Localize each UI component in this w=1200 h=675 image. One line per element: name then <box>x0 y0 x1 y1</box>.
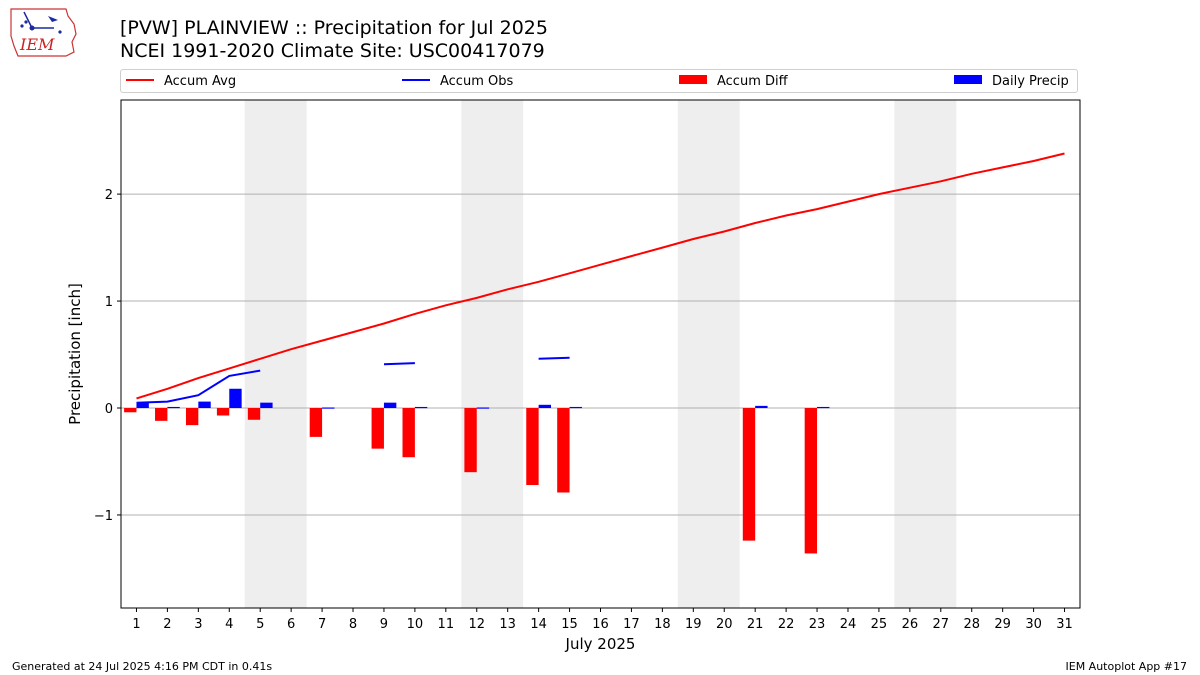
legend-label-accum-avg: Accum Avg <box>164 74 237 89</box>
chart-title: [PVW] PLAINVIEW :: Precipitation for Jul… <box>120 17 548 39</box>
legend-label-daily-precip: Daily Precip <box>992 74 1069 89</box>
legend-item-accum-avg: Accum Avg <box>126 74 236 90</box>
daily-precip-bar-day-14 <box>538 404 552 409</box>
daily-precip-bar-day-5 <box>260 402 273 409</box>
x-tick-label-14: 14 <box>530 617 547 632</box>
accum-avg-line <box>136 152 1065 400</box>
legend-item-accum-diff: Accum Diff <box>679 74 788 90</box>
daily-precip-bar-day-3 <box>198 401 211 409</box>
x-tick-label-8: 8 <box>349 617 357 632</box>
x-tick-label-10: 10 <box>407 617 424 632</box>
daily-precip-bar-day-15 <box>569 406 582 409</box>
x-tick-label-30: 30 <box>1025 617 1042 632</box>
y-axis-label: Precipitation [inch] <box>66 283 84 425</box>
accum-diff-bar-day-14 <box>526 408 539 486</box>
daily-precip-bar-day-21 <box>755 405 768 409</box>
chart-subtitle: NCEI 1991-2020 Climate Site: USC00417079 <box>120 40 545 62</box>
legend-label-accum-diff: Accum Diff <box>717 74 788 89</box>
x-tick-label-31: 31 <box>1056 617 1073 632</box>
daily-precip-bar-day-2 <box>167 406 180 409</box>
weekend-shade-2 <box>677 100 740 608</box>
x-tick-label-26: 26 <box>902 617 919 632</box>
logo-text: IEM <box>19 35 55 54</box>
x-tick-label-18: 18 <box>654 617 671 632</box>
x-tick-label-28: 28 <box>963 617 980 632</box>
series-lines <box>136 152 1065 404</box>
legend-item-accum-obs: Accum Obs <box>402 74 513 90</box>
daily-precip-bar-day-7 <box>322 407 335 409</box>
x-tick-label-3: 3 <box>194 617 202 632</box>
accum-diff-bar-day-7 <box>309 408 323 437</box>
x-tick-label-16: 16 <box>592 617 609 632</box>
y-tick-label-0: 0 <box>105 402 113 417</box>
daily-precip-bar-day-10 <box>414 406 428 409</box>
legend-swatch-accum-obs <box>402 78 430 81</box>
weather-station-icon <box>20 11 62 34</box>
footer-generated: Generated at 24 Jul 2025 4:16 PM CDT in … <box>12 660 273 673</box>
accum-diff-bar-day-10 <box>402 408 415 458</box>
accum-diff-bar-day-2 <box>155 408 168 421</box>
legend-label-accum-obs: Accum Obs <box>440 74 514 89</box>
weekend-shade-3 <box>894 100 957 608</box>
legend-swatch-accum-avg <box>126 78 154 81</box>
accum-diff-bar-day-15 <box>557 408 570 493</box>
daily-precip-bars <box>136 388 830 409</box>
x-axis-ticks: 1 2 3 4 5 6 7 8 9 10 11 12 13 14 15 16 17 18 19 20 21 22 23 24 2… <box>132 608 1073 632</box>
iem-logo: IEM <box>10 8 77 57</box>
accum-obs-line-segment-0 <box>136 369 261 404</box>
x-tick-label-24: 24 <box>840 617 857 632</box>
x-tick-label-25: 25 <box>871 617 888 632</box>
x-tick-label-9: 9 <box>380 617 388 632</box>
x-tick-label-19: 19 <box>685 617 702 632</box>
x-tick-label-13: 13 <box>499 617 516 632</box>
y-tick-label--1: −1 <box>94 509 113 524</box>
x-tick-label-23: 23 <box>809 617 826 632</box>
chart-legend: Accum Avg Accum Obs Accum Diff Daily Pre… <box>120 69 1078 93</box>
accum-diff-bar-day-12 <box>464 408 477 473</box>
accum-diff-bar-day-23 <box>804 408 818 554</box>
legend-swatch-daily-precip <box>954 75 982 84</box>
x-tick-label-21: 21 <box>747 617 764 632</box>
x-tick-label-11: 11 <box>438 617 455 632</box>
y-axis-ticks: −1 0 1 2 <box>94 188 121 524</box>
x-axis-label: July 2025 <box>565 635 636 653</box>
daily-precip-bar-day-4 <box>229 388 242 409</box>
grid-lines <box>121 193 1080 516</box>
x-tick-label-27: 27 <box>933 617 950 632</box>
accum-diff-bars <box>124 408 818 554</box>
y-tick-label-2: 2 <box>105 188 113 203</box>
x-tick-label-17: 17 <box>623 617 640 632</box>
daily-precip-bar-day-12 <box>476 407 490 409</box>
x-tick-label-15: 15 <box>561 617 578 632</box>
x-tick-label-4: 4 <box>225 617 233 632</box>
x-tick-label-29: 29 <box>994 617 1011 632</box>
accum-diff-bar-day-9 <box>371 408 384 449</box>
x-tick-label-7: 7 <box>318 617 326 632</box>
x-tick-label-5: 5 <box>256 617 264 632</box>
x-tick-label-20: 20 <box>716 617 733 632</box>
daily-precip-bar-day-1 <box>136 402 149 409</box>
x-tick-label-6: 6 <box>287 617 295 632</box>
daily-precip-bar-day-23 <box>817 406 830 409</box>
legend-item-daily-precip: Daily Precip <box>954 74 1069 90</box>
daily-precip-bar-day-9 <box>383 402 397 409</box>
accum-obs-line-segment-2 <box>538 356 570 360</box>
y-tick-label-1: 1 <box>105 295 113 310</box>
accum-diff-bar-day-5 <box>247 408 261 420</box>
x-tick-label-12: 12 <box>468 617 485 632</box>
x-tick-label-22: 22 <box>778 617 795 632</box>
weekend-shade-1 <box>461 100 524 608</box>
x-tick-label-2: 2 <box>163 617 171 632</box>
weekend-shading <box>244 100 957 608</box>
accum-obs-line-segment-1 <box>383 362 415 366</box>
accum-diff-bar-day-21 <box>742 408 756 541</box>
accum-diff-bar-day-3 <box>185 408 199 426</box>
accum-diff-bar-day-4 <box>216 408 230 416</box>
legend-swatch-accum-diff <box>679 75 707 84</box>
footer-app: IEM Autoplot App #17 <box>1065 660 1188 673</box>
x-tick-label-1: 1 <box>132 617 140 632</box>
accum-diff-bar-day-1 <box>124 408 137 413</box>
